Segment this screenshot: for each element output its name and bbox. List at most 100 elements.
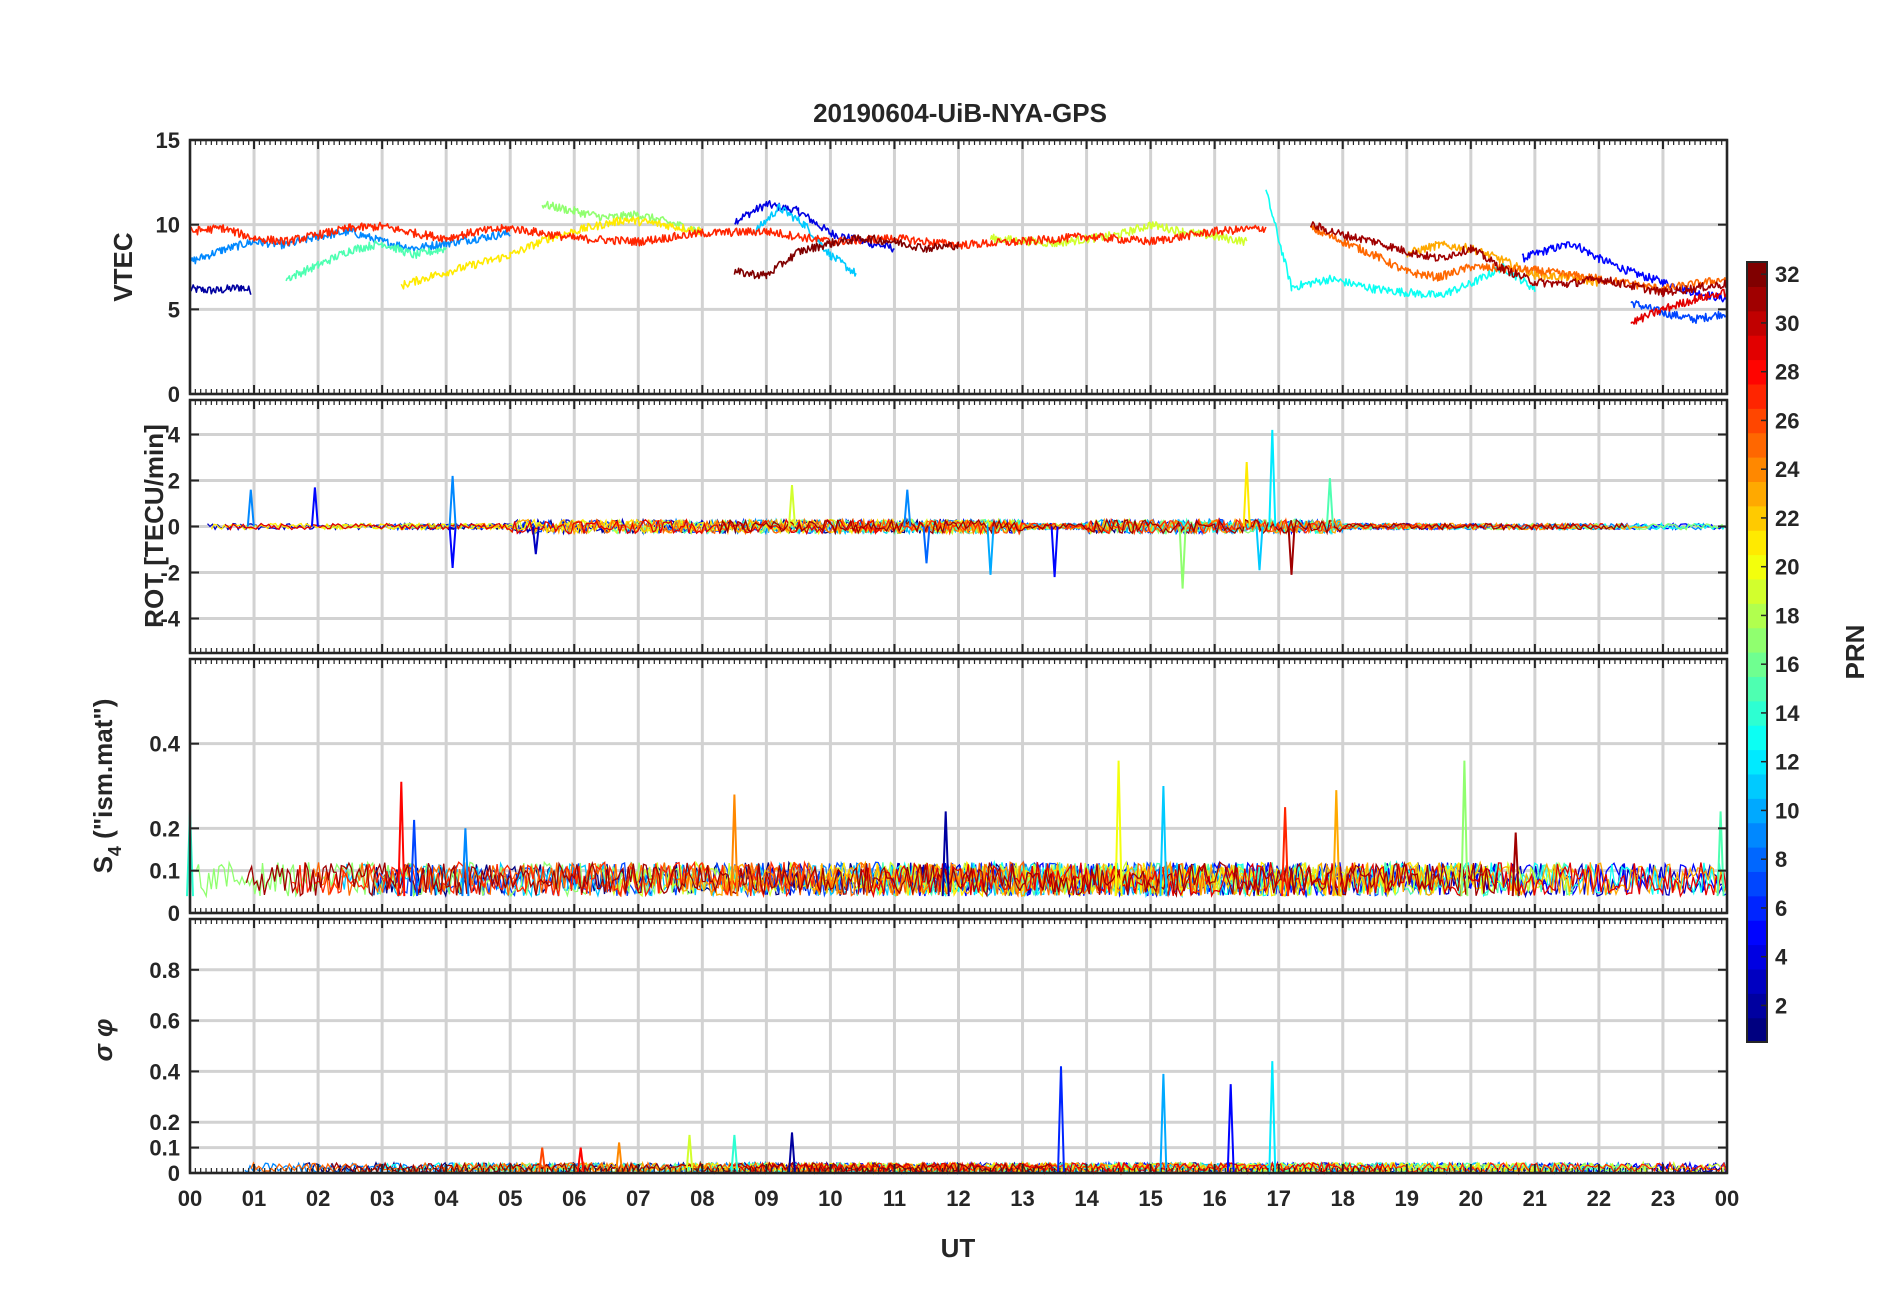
vtec-series-line <box>541 200 703 234</box>
spike-mark <box>1281 807 1290 897</box>
vtec-ylabel: VTEC <box>108 232 138 302</box>
colorbar-tick-label: 2 <box>1775 993 1787 1018</box>
colorbar-tick-label: 22 <box>1775 506 1799 531</box>
colorbar-tick-label: 18 <box>1775 603 1799 628</box>
colorbar-band <box>1747 627 1767 653</box>
spike-mark <box>397 781 406 897</box>
colorbar-band <box>1747 383 1767 409</box>
panel-sigma-phi: 00.10.2 0.4 0.6 0.8 σ φ <box>88 917 1729 1186</box>
rot-series-group <box>207 429 1728 589</box>
spike-mark <box>730 794 739 897</box>
panel-s4: 0 0.1 0.2 0.4 S4 ("ism.mat") <box>88 657 1729 926</box>
x-tick-label: 00 <box>178 1186 202 1211</box>
vtec-series-line <box>1521 241 1728 303</box>
colorbar-frame <box>1746 261 1768 1043</box>
spike-mark <box>1325 478 1334 527</box>
colorbar-band <box>1747 335 1767 361</box>
colorbar-band <box>1747 749 1767 775</box>
colorbar-tick-label: 20 <box>1775 555 1799 580</box>
y-tick-label: -4 <box>160 607 180 632</box>
spike-mark <box>1226 1084 1235 1174</box>
colorbar-tick-label: 14 <box>1775 701 1800 726</box>
y-tick-label: 0.2 <box>149 1110 180 1135</box>
colorbar-band <box>1747 530 1767 556</box>
colorbar-tick-label: 32 <box>1775 262 1799 287</box>
y-tick-label: 0.8 <box>149 958 180 983</box>
colorbar-band <box>1747 895 1767 921</box>
sigma-series-group <box>244 1061 1728 1176</box>
colorbar-band <box>1747 457 1767 482</box>
colorbar-band <box>1747 310 1767 336</box>
spike-mark <box>1255 526 1264 571</box>
colorbar-band <box>1747 944 1767 970</box>
spike-mark <box>685 1134 694 1174</box>
colorbar-tick-label: 6 <box>1775 896 1787 921</box>
colorbar-band <box>1747 554 1767 580</box>
spike-mark <box>903 489 912 527</box>
colorbar-band <box>1747 725 1767 751</box>
spike-mark <box>1511 832 1520 897</box>
spike-mark <box>531 526 540 555</box>
x-tick-label: 03 <box>370 1186 394 1211</box>
colorbar-tick-label: 16 <box>1775 652 1799 677</box>
x-tick-label: 09 <box>754 1186 778 1211</box>
noise-series-line <box>603 860 1573 898</box>
spike-mark <box>410 819 419 897</box>
vtec-series-line <box>189 227 511 265</box>
colorbar-band <box>1747 286 1767 312</box>
colorbar-band <box>1747 359 1767 385</box>
colorbar-tick-label: 12 <box>1775 750 1799 775</box>
colorbar-band <box>1747 652 1767 677</box>
spike-mark <box>730 1134 739 1174</box>
x-tick-label: 07 <box>626 1186 650 1211</box>
vtec-series-line <box>733 234 960 280</box>
colorbar-tick-label: 28 <box>1775 360 1799 385</box>
spike-mark <box>986 526 995 575</box>
spike-mark <box>246 489 255 527</box>
colorbar-band <box>1747 481 1767 507</box>
y-tick-label: 0.1 <box>149 859 180 884</box>
colorbar-tick-label: 26 <box>1775 408 1799 433</box>
vtec-series-line <box>1630 288 1728 325</box>
x-tick-label: 05 <box>498 1186 522 1211</box>
s4-series-group <box>186 760 1728 899</box>
x-tick-labels: 00 01 02 03 04 05 06 07 08 09 10 11 12 13 14 15 16 17 18 19… <box>178 1186 1739 1211</box>
vtec-series-group <box>189 189 1728 325</box>
sigma-ylabel: σ φ <box>88 1019 118 1062</box>
spike-mark <box>1178 526 1187 589</box>
spike-mark <box>1114 760 1123 897</box>
colorbar-band <box>1747 578 1767 604</box>
y-tick-label: 0 <box>168 382 180 407</box>
sigma-axes-frame <box>188 917 1729 1175</box>
x-tick-label: 12 <box>946 1186 970 1211</box>
x-tick-label: 06 <box>562 1186 586 1211</box>
vtec-series-line <box>1265 189 1536 299</box>
s4-axes-frame <box>188 657 1729 915</box>
spike-mark <box>538 1147 547 1174</box>
vtec-axes-frame <box>188 138 1729 396</box>
x-tick-label: 00 <box>1715 1186 1739 1211</box>
spike-mark <box>1268 1061 1277 1174</box>
x-tick-label: 14 <box>1074 1186 1099 1211</box>
y-tick-label: 0 <box>168 515 180 540</box>
spike-mark <box>448 475 457 527</box>
colorbar-band <box>1747 822 1767 848</box>
x-tick-label: 21 <box>1523 1186 1547 1211</box>
x-tick-label: 23 <box>1651 1186 1675 1211</box>
x-tick-label: 13 <box>1010 1186 1034 1211</box>
x-tick-label: 01 <box>242 1186 266 1211</box>
y-tick-label: 0.4 <box>149 732 180 757</box>
noise-series-line <box>719 517 1628 536</box>
colorbar-tick-label: 24 <box>1775 457 1800 482</box>
colorbar-band <box>1747 773 1767 799</box>
rot-ylabel: ROT [TECU/min] <box>139 424 169 628</box>
colorbar-band <box>1747 993 1767 1019</box>
spike-mark <box>1057 1066 1065 1174</box>
spike-mark <box>1159 785 1168 897</box>
y-tick-label: 0 <box>168 1161 180 1186</box>
colorbar-tick-label: 30 <box>1775 311 1799 336</box>
s4-ylabel-sub: 4 <box>105 846 125 856</box>
noise-series-line <box>567 517 1461 536</box>
y-tick-label: 0.4 <box>149 1059 180 1084</box>
